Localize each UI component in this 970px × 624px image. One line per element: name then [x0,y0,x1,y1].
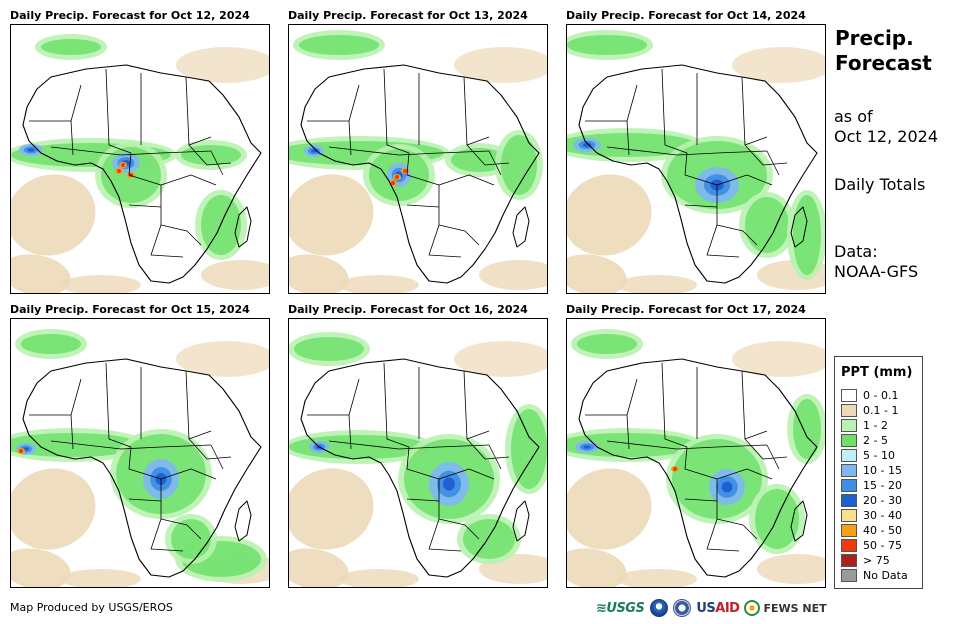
legend-swatch [841,433,857,447]
africa-map-image [289,30,547,293]
legend-swatch [841,508,857,522]
legend-item: No Data [841,568,908,582]
africa-map-image [11,34,269,293]
usaid-logo-us: US [696,600,716,616]
legend-label: 0.1 - 1 [863,403,899,417]
legend-label: No Data [863,568,908,582]
africa-map-image [11,329,269,587]
legend-swatch [841,568,857,582]
precip-map [566,318,826,588]
legend-item: 0.1 - 1 [841,403,898,417]
legend-item: 50 - 75 [841,538,902,552]
legend-swatch [841,493,857,507]
panel-title: Daily Precip. Forecast for Oct 12, 2024 [10,9,250,22]
precip-map [288,318,548,588]
legend-swatch [841,418,857,432]
legend-label: 20 - 30 [863,493,902,507]
legend-item: 40 - 50 [841,523,902,537]
usaid-logo: US AID [696,600,740,616]
africa-map-image [567,30,825,293]
map-credit: Map Produced by USGS/EROS [10,601,173,614]
fews-net-logo: FEWS NET [763,601,827,615]
as-of-date: as of Oct 12, 2024 [834,107,938,146]
legend-label: 40 - 50 [863,523,902,537]
legend-label: 2 - 5 [863,433,888,447]
legend-label: 15 - 20 [863,478,902,492]
noaa-logo-icon [650,599,669,617]
partner-logos: ≋USGS US AID FEWS NET [596,598,827,618]
legend-item: 0 - 0.1 [841,388,898,402]
precip-legend: PPT (mm) 0 - 0.1 0.1 - 1 1 - 2 2 - 5 5 -… [834,356,923,589]
legend-item: 20 - 30 [841,493,902,507]
legend-swatch [841,403,857,417]
legend-swatch [841,478,857,492]
legend-item: > 75 [841,553,890,567]
africa-map-image [567,329,825,587]
legend-label: 0 - 0.1 [863,388,899,402]
data-source: Data: NOAA-GFS [834,242,919,281]
product-title: Precip. Forecast [835,26,932,75]
usgs-logo: ≋USGS [596,600,645,616]
legend-item: 2 - 5 [841,433,888,447]
totals-label: Daily Totals [834,175,926,194]
legend-label: 30 - 40 [863,508,902,522]
legend-item: 10 - 15 [841,463,902,477]
panel-title: Daily Precip. Forecast for Oct 17, 2024 [566,303,806,316]
legend-swatch [841,388,857,402]
legend-swatch [841,523,857,537]
legend-item: 1 - 2 [841,418,888,432]
legend-item: 5 - 10 [841,448,895,462]
legend-label: > 75 [863,553,890,567]
panel-title: Daily Precip. Forecast for Oct 16, 2024 [288,303,528,316]
precip-map [288,24,548,294]
legend-swatch [841,538,857,552]
legend-title: PPT (mm) [841,365,913,380]
legend-label: 10 - 15 [863,463,902,477]
precip-map [10,24,270,294]
legend-label: 5 - 10 [863,448,895,462]
legend-item: 15 - 20 [841,478,902,492]
legend-label: 50 - 75 [863,538,902,552]
precip-map [10,318,270,588]
legend-item: 30 - 40 [841,508,902,522]
panel-title: Daily Precip. Forecast for Oct 13, 2024 [288,9,528,22]
panel-title: Daily Precip. Forecast for Oct 15, 2024 [10,303,250,316]
legend-swatch [841,463,857,477]
panel-title: Daily Precip. Forecast for Oct 14, 2024 [566,9,806,22]
legend-swatch [841,553,857,567]
usaid-logo-aid: AID [715,600,740,616]
globe-icon [744,600,761,616]
legend-swatch [841,448,857,462]
legend-label: 1 - 2 [863,418,888,432]
state-dept-seal-icon [673,599,692,617]
precip-map [566,24,826,294]
africa-map-image [289,332,547,587]
